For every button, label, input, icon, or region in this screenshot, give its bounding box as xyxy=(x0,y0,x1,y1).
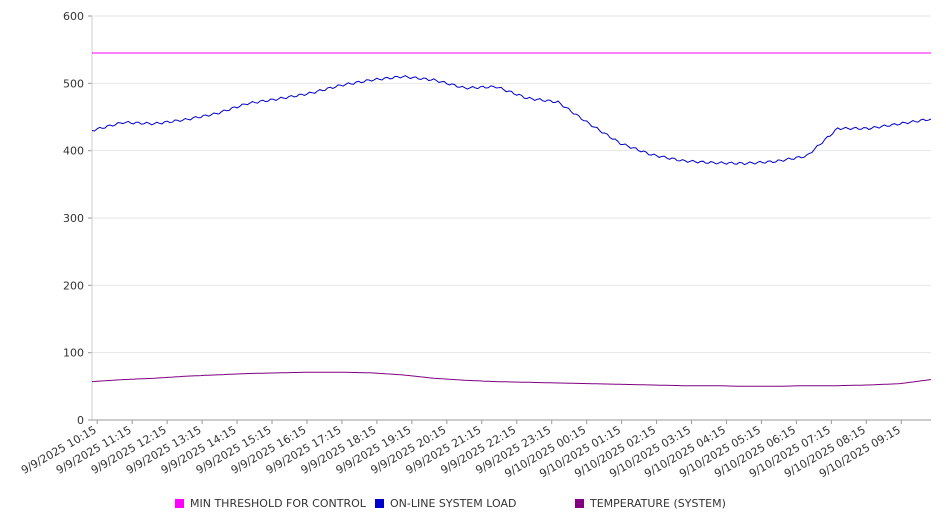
legend-swatch-min-threshold xyxy=(175,499,184,508)
y-tick-label: 600 xyxy=(63,10,84,23)
y-tick-label: 500 xyxy=(63,77,84,90)
series-line-system-load xyxy=(91,75,932,166)
series-lines xyxy=(91,52,932,387)
legend-item-min-threshold[interactable]: MIN THRESHOLD FOR CONTROL xyxy=(175,497,366,510)
legend-label-temperature: TEMPERATURE (SYSTEM) xyxy=(590,497,726,510)
x-axis-ticks: 9/9/2025 10:159/9/2025 11:159/9/2025 12:… xyxy=(19,420,903,480)
y-tick-label: 400 xyxy=(63,145,84,158)
legend: MIN THRESHOLD FOR CONTROL ON-LINE SYSTEM… xyxy=(0,497,946,517)
y-tick-label: 100 xyxy=(63,347,84,360)
legend-swatch-system-load xyxy=(375,499,384,508)
y-tick-label: 0 xyxy=(77,414,84,427)
legend-label-min-threshold: MIN THRESHOLD FOR CONTROL xyxy=(190,497,366,510)
series-line-temperature xyxy=(91,371,932,387)
y-tick-label: 300 xyxy=(63,212,84,225)
y-axis-ticks: 0 100 200 300 400 500 600 xyxy=(63,10,92,427)
legend-label-system-load: ON-LINE SYSTEM LOAD xyxy=(390,497,517,510)
legend-item-system-load[interactable]: ON-LINE SYSTEM LOAD xyxy=(375,497,516,510)
grid-lines xyxy=(92,15,931,354)
legend-item-temperature[interactable]: TEMPERATURE (SYSTEM) xyxy=(575,497,726,510)
legend-swatch-temperature xyxy=(575,499,584,508)
y-tick-label: 200 xyxy=(63,279,84,292)
